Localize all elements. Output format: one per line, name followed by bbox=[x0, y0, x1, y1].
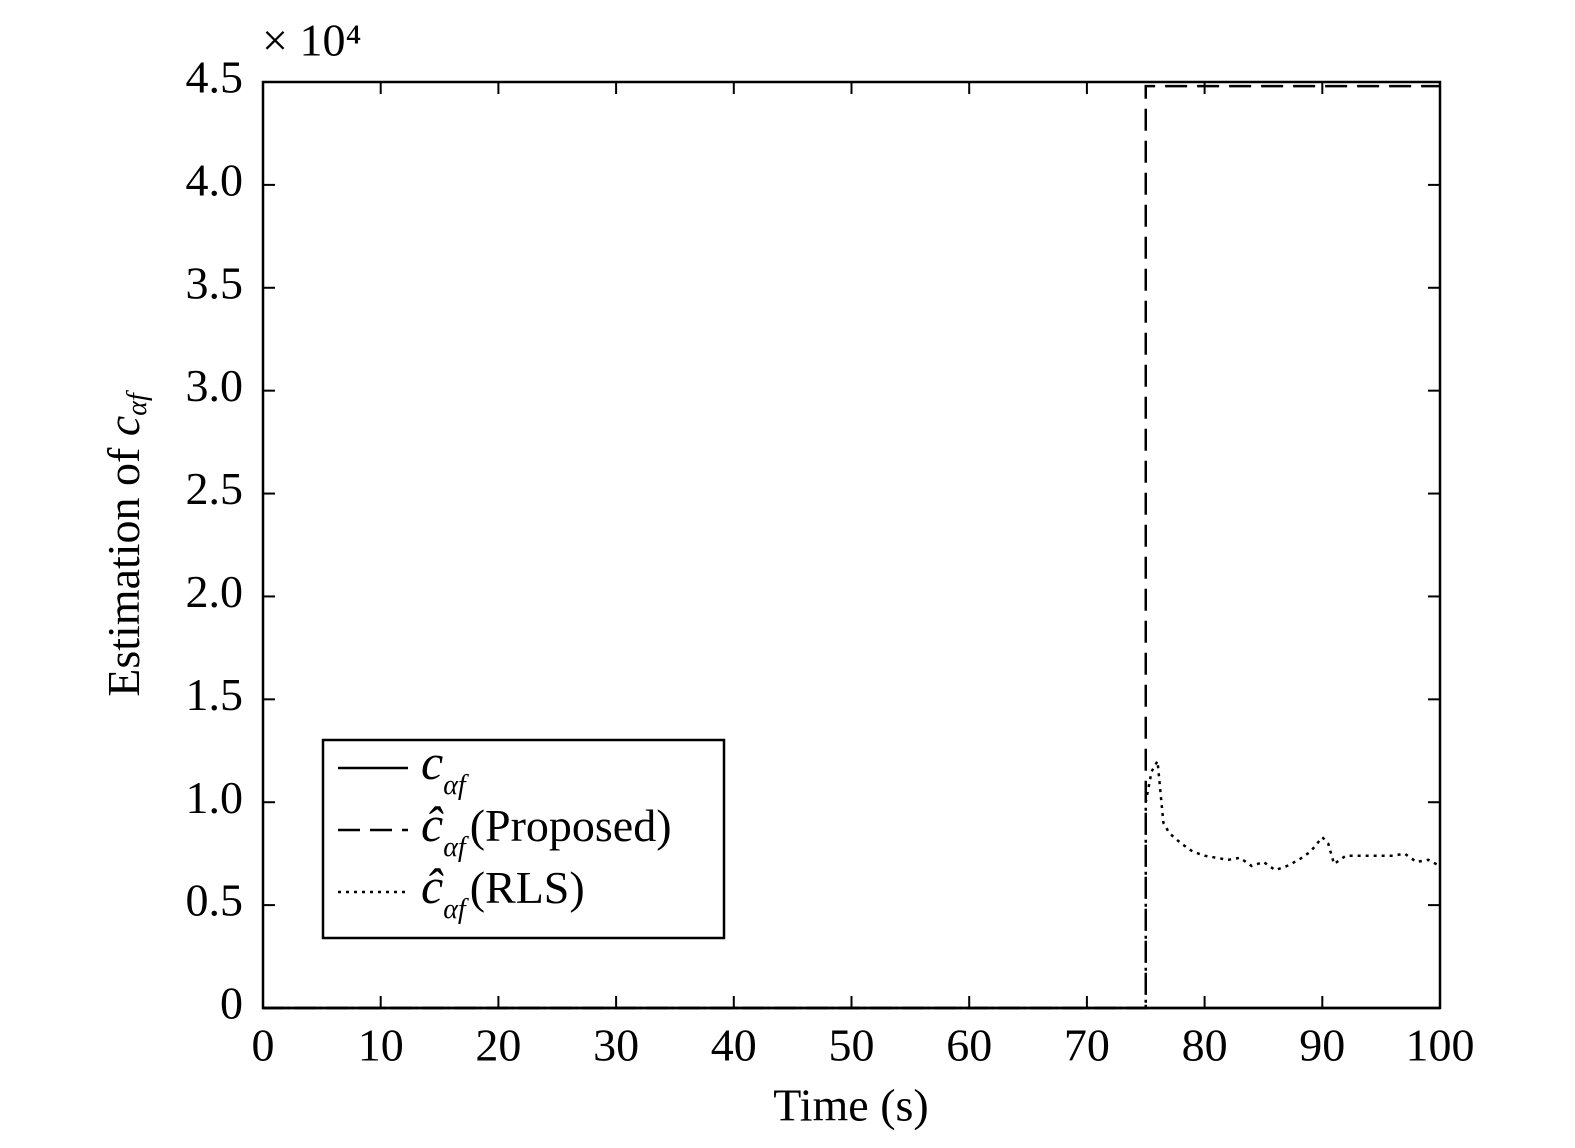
x-tick-label: 0 bbox=[252, 1020, 275, 1071]
y-label-subscript: αf bbox=[122, 390, 153, 416]
y-tick-label: 2.5 bbox=[186, 463, 244, 514]
legend-subscript: αf bbox=[443, 894, 469, 925]
x-tick-label: 20 bbox=[475, 1020, 521, 1071]
x-tick-label: 100 bbox=[1406, 1020, 1475, 1071]
legend-subscript: αf bbox=[443, 770, 469, 801]
y-tick-label: 4.0 bbox=[186, 154, 244, 205]
y-axis-label: Estimation of cαf bbox=[98, 390, 154, 697]
y-tick-label: 0.5 bbox=[186, 875, 244, 926]
series-line bbox=[263, 757, 1441, 1010]
legend-symbol: ĉ bbox=[421, 858, 444, 914]
legend-box bbox=[321, 738, 726, 940]
y-tick-label: 4.5 bbox=[186, 52, 244, 103]
x-tick-label: 50 bbox=[829, 1020, 875, 1071]
y-tick-label: 2.0 bbox=[186, 566, 244, 617]
x-tick-label: 10 bbox=[358, 1020, 404, 1071]
legend-label: ĉαf(RLS) bbox=[421, 858, 585, 925]
y-label-text: Estimation of bbox=[98, 436, 149, 697]
x-tick-label: 30 bbox=[593, 1020, 639, 1071]
y-tick-label: 3.0 bbox=[186, 360, 244, 411]
x-tick-label: 80 bbox=[1182, 1020, 1228, 1071]
x-axis-label: Time (s) bbox=[773, 1080, 929, 1131]
y-tick-label: 3.5 bbox=[186, 257, 244, 308]
legend-label: ĉαf(Proposed) bbox=[421, 796, 672, 863]
legend-suffix: (Proposed) bbox=[470, 800, 672, 851]
x-tick-label: 60 bbox=[946, 1020, 992, 1071]
legend-subscript: αf bbox=[443, 832, 469, 863]
legend-label: cαf bbox=[421, 734, 469, 801]
legend-suffix: (RLS) bbox=[470, 862, 585, 913]
legend-symbol: ĉ bbox=[421, 796, 444, 852]
y-multiplier: × 10⁴ bbox=[262, 15, 361, 66]
y-tick-label: 0 bbox=[220, 978, 243, 1029]
y-tick-label: 1.5 bbox=[186, 669, 244, 720]
y-tick-label: 1.0 bbox=[186, 772, 244, 823]
x-tick-label: 70 bbox=[1064, 1020, 1110, 1071]
y-label-symbol: c bbox=[98, 416, 149, 436]
legend-symbol: c bbox=[421, 734, 443, 790]
x-tick-label: 90 bbox=[1299, 1020, 1345, 1071]
x-tick-label: 40 bbox=[711, 1020, 757, 1071]
